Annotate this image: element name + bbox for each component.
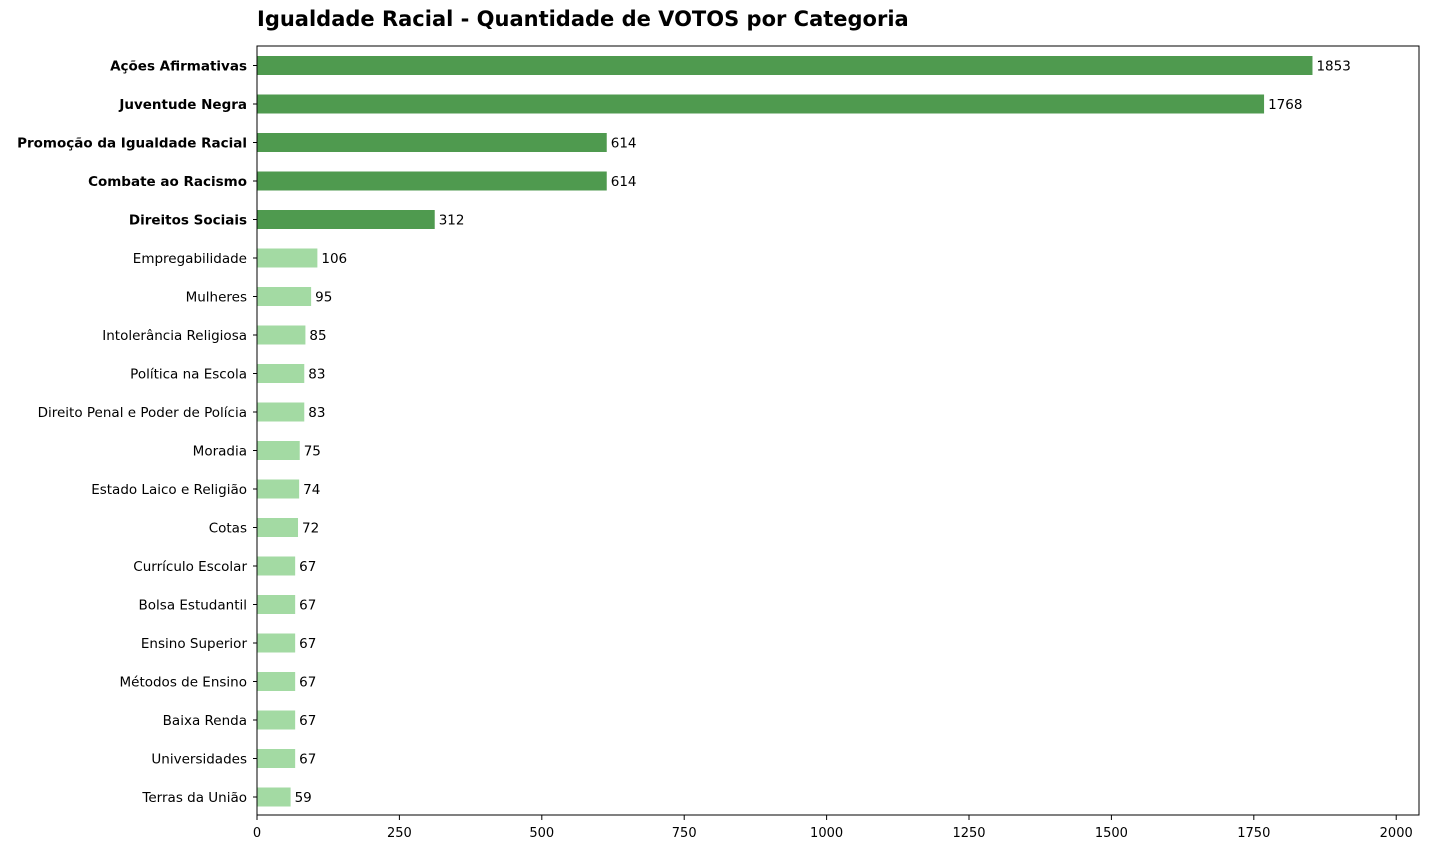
value-label: 74 bbox=[303, 482, 320, 498]
bar-18 bbox=[257, 710, 296, 730]
category-label: Juventude Negra bbox=[118, 97, 247, 113]
category-label: Bolsa Estudantil bbox=[139, 598, 247, 614]
category-label: Métodos de Ensino bbox=[119, 675, 247, 691]
bar-7 bbox=[257, 287, 312, 306]
chart-title: Igualdade Racial - Quantidade de VOTOS p… bbox=[257, 7, 909, 31]
bar-9 bbox=[257, 364, 305, 383]
value-label: 67 bbox=[299, 636, 316, 652]
value-label: 67 bbox=[299, 675, 316, 691]
value-label: 59 bbox=[295, 790, 312, 806]
value-label: 67 bbox=[299, 713, 316, 729]
bar-1 bbox=[257, 56, 1313, 75]
bar-11 bbox=[257, 441, 300, 460]
value-label: 614 bbox=[611, 136, 637, 152]
bar-19 bbox=[257, 749, 296, 768]
value-label: 95 bbox=[315, 290, 332, 306]
category-label: Cotas bbox=[209, 521, 247, 537]
bar-16 bbox=[257, 633, 296, 653]
x-tick-label: 0 bbox=[253, 826, 261, 841]
value-label: 106 bbox=[321, 251, 347, 267]
x-tick-label: 1250 bbox=[952, 826, 985, 841]
bar-2 bbox=[257, 94, 1265, 114]
category-label: Mulheres bbox=[186, 290, 247, 306]
x-tick-label: 2000 bbox=[1380, 826, 1413, 841]
x-tick-label: 1750 bbox=[1237, 826, 1270, 841]
value-label: 75 bbox=[304, 444, 321, 460]
bar-8 bbox=[257, 325, 306, 345]
value-label: 614 bbox=[611, 174, 637, 190]
plot-frame bbox=[256, 45, 1420, 816]
category-label: Currículo Escolar bbox=[133, 559, 247, 575]
category-label: Intolerância Religiosa bbox=[102, 328, 247, 344]
value-label: 67 bbox=[299, 559, 316, 575]
category-label: Promoção da Igualdade Racial bbox=[17, 136, 247, 152]
category-label: Direito Penal e Poder de Polícia bbox=[38, 405, 247, 421]
category-label: Direitos Sociais bbox=[129, 213, 247, 229]
x-tick-label: 1000 bbox=[810, 826, 843, 841]
value-label: 67 bbox=[299, 598, 316, 614]
value-label: 1853 bbox=[1316, 59, 1350, 75]
bar-12 bbox=[257, 479, 300, 499]
bar-4 bbox=[257, 171, 607, 191]
value-label: 83 bbox=[308, 405, 325, 421]
bars-group bbox=[257, 56, 1313, 807]
bar-10 bbox=[257, 402, 305, 422]
category-label: Baixa Renda bbox=[163, 713, 247, 729]
value-label: 72 bbox=[302, 521, 319, 537]
category-label: Empregabilidade bbox=[133, 251, 247, 267]
category-labels-group: Ações Afirmativas Juventude Negra Promoção… bbox=[17, 59, 257, 806]
bar-13 bbox=[257, 518, 299, 537]
value-label: 67 bbox=[299, 752, 316, 768]
category-label: Terras da União bbox=[141, 790, 247, 806]
bar-6 bbox=[257, 248, 318, 268]
category-label: Universidades bbox=[151, 752, 247, 768]
category-label: Política na Escola bbox=[130, 367, 247, 383]
bar-5 bbox=[257, 210, 435, 229]
category-label: Combate ao Racismo bbox=[88, 174, 247, 190]
bar-3 bbox=[257, 133, 607, 152]
x-tick-label: 250 bbox=[387, 826, 412, 841]
x-tick-label: 1500 bbox=[1095, 826, 1128, 841]
value-label: 312 bbox=[439, 213, 465, 229]
bar-14 bbox=[257, 556, 296, 576]
category-label: Ações Afirmativas bbox=[110, 59, 247, 75]
x-axis: 0 250 500 750 1000 1250 1500 1750 2000 bbox=[253, 815, 1413, 841]
bar-17 bbox=[257, 672, 296, 691]
x-tick-label: 750 bbox=[672, 826, 697, 841]
category-label: Moradia bbox=[193, 444, 247, 460]
bar-20 bbox=[257, 787, 291, 807]
category-label: Estado Laico e Religião bbox=[91, 482, 247, 498]
value-labels-group: 1853 1768 614 614 312 106 95 85 83 83 75 74 72 67 67 67… bbox=[295, 59, 1351, 807]
category-label: Ensino Superior bbox=[141, 636, 248, 652]
value-label: 85 bbox=[309, 328, 326, 344]
value-label: 83 bbox=[308, 367, 325, 383]
x-tick-label: 500 bbox=[529, 826, 554, 841]
bar-15 bbox=[257, 595, 296, 614]
value-label: 1768 bbox=[1268, 97, 1302, 113]
